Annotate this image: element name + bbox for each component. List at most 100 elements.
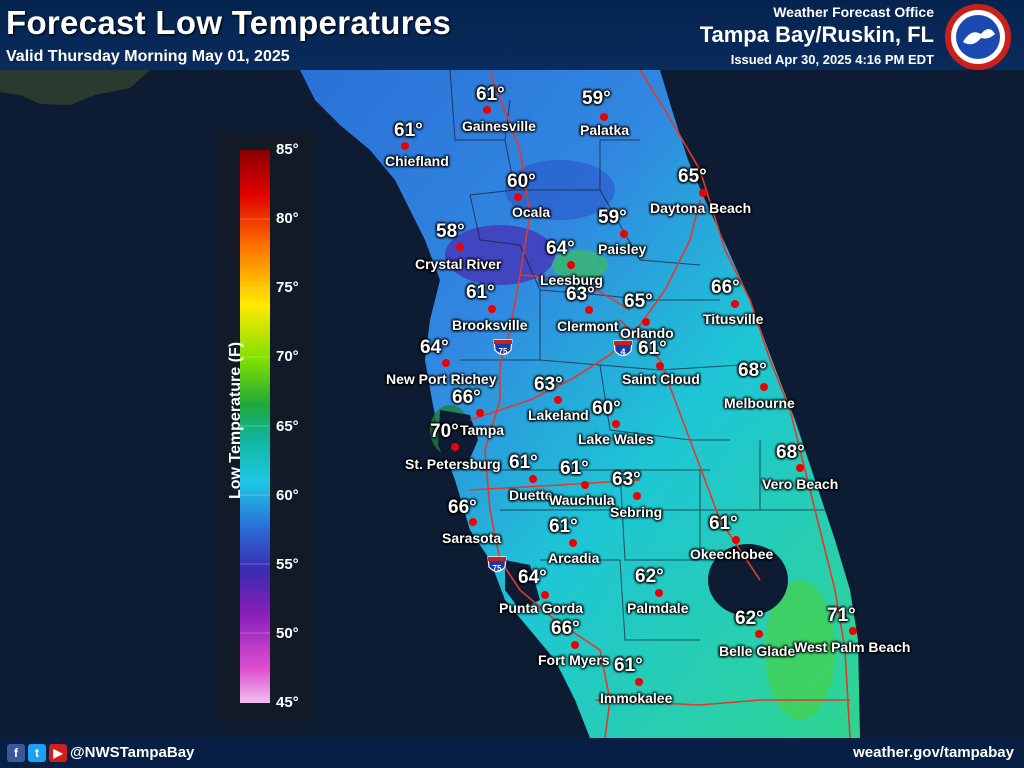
interstate-75-south-shield: 75: [487, 556, 507, 573]
legend-tick-label: 65°: [276, 417, 299, 435]
legend-tick-label: 85°: [276, 141, 299, 158]
temp-label-wauchula: 61°: [560, 458, 589, 479]
interstate-4-shield: 4: [613, 340, 633, 357]
temp-label-sebring: 63°: [612, 469, 641, 490]
temp-label-titusville: 66°: [711, 277, 740, 298]
city-marker-palatka[interactable]: [600, 113, 608, 121]
city-name-punta-gorda: Punta Gorda: [499, 600, 584, 616]
temp-label-fort-myers: 66°: [551, 618, 580, 639]
city-marker-tampa[interactable]: [476, 409, 484, 417]
city-marker-vero-beach[interactable]: [796, 464, 804, 472]
city-marker-titusville[interactable]: [731, 300, 739, 308]
region-label: Tampa Bay/Ruskin, FL: [699, 22, 934, 47]
svg-text:4: 4: [620, 347, 625, 357]
city-name-clermont: Clermont: [557, 318, 619, 334]
legend-title: Low Temperature (F): [227, 341, 244, 499]
youtube-icon[interactable]: ▶: [49, 744, 67, 762]
city-marker-immokalee[interactable]: [635, 678, 643, 686]
city-marker-fort-myers[interactable]: [571, 641, 579, 649]
city-marker-chiefland[interactable]: [401, 142, 409, 150]
temp-label-palatka: 59°: [582, 88, 611, 109]
city-marker-sarasota[interactable]: [469, 518, 477, 526]
temp-label-lakeland: 63°: [534, 374, 563, 395]
city-marker-sebring[interactable]: [633, 492, 641, 500]
city-marker-paisley[interactable]: [620, 230, 628, 238]
city-marker-ocala[interactable]: [514, 193, 522, 201]
temp-label-tampa: 66°: [452, 387, 481, 408]
city-marker-clermont[interactable]: [585, 306, 593, 314]
city-marker-lakeland[interactable]: [554, 396, 562, 404]
temp-label-vero-beach: 68°: [776, 442, 805, 463]
city-marker-melbourne[interactable]: [760, 383, 768, 391]
city-marker-orlando[interactable]: [642, 318, 650, 326]
temp-label-west-palm-beach: 71°: [827, 605, 856, 626]
svg-text:75: 75: [493, 564, 502, 573]
city-name-sebring: Sebring: [610, 504, 663, 520]
city-name-arcadia: Arcadia: [548, 550, 600, 566]
temp-label-crystal-river: 58°: [436, 221, 465, 242]
twitter-icon[interactable]: t: [28, 744, 46, 762]
social-handle[interactable]: @NWSTampaBay: [70, 744, 195, 761]
lake-okeechobee: [708, 544, 788, 616]
city-marker-crystal-river[interactable]: [456, 243, 464, 251]
temp-label-okeechobee: 61°: [709, 513, 738, 534]
city-marker-arcadia[interactable]: [569, 539, 577, 547]
legend-tick-label: 70°: [276, 348, 299, 366]
header-bar: [0, 0, 1024, 70]
temp-label-palmdale: 62°: [635, 566, 664, 587]
temp-label-lake-wales: 60°: [592, 398, 621, 419]
city-marker-brooksville[interactable]: [488, 305, 496, 313]
city-marker-saint-cloud[interactable]: [656, 362, 664, 370]
city-marker-leesburg[interactable]: [567, 261, 575, 269]
temp-label-paisley: 59°: [598, 207, 627, 228]
facebook-icon[interactable]: f: [7, 744, 25, 762]
city-marker-lake-wales[interactable]: [612, 420, 620, 428]
city-marker-daytona-beach[interactable]: [699, 189, 707, 197]
legend-tick-label: 80°: [276, 210, 299, 228]
city-marker-palmdale[interactable]: [655, 589, 663, 597]
city-name-immokalee: Immokalee: [600, 690, 673, 706]
temp-label-punta-gorda: 64°: [518, 567, 547, 588]
city-marker-punta-gorda[interactable]: [541, 591, 549, 599]
temp-label-leesburg: 64°: [546, 238, 575, 259]
city-name-west-palm-beach: West Palm Beach: [794, 639, 911, 655]
city-marker-okeechobee[interactable]: [732, 536, 740, 544]
temp-label-daytona-beach: 65°: [678, 166, 707, 187]
panhandle-land: [0, 70, 150, 105]
footer-bar: [0, 738, 1024, 768]
city-marker-new-port-richey[interactable]: [442, 359, 450, 367]
city-name-st-petersburg: St. Petersburg: [405, 456, 501, 472]
city-name-lakeland: Lakeland: [528, 407, 589, 423]
city-name-paisley: Paisley: [598, 241, 647, 257]
city-name-leesburg: Leesburg: [540, 272, 604, 288]
temp-label-duette: 61°: [509, 452, 538, 473]
legend-color-scale: [240, 150, 270, 703]
city-name-melbourne: Melbourne: [724, 395, 795, 411]
city-marker-west-palm-beach[interactable]: [849, 627, 857, 635]
legend-tick-label: 55°: [276, 555, 299, 573]
temp-label-chiefland: 61°: [394, 120, 423, 141]
svg-text:75: 75: [499, 347, 508, 356]
city-name-vero-beach: Vero Beach: [762, 476, 839, 492]
city-name-duette: Duette: [509, 487, 553, 503]
temp-label-immokalee: 61°: [614, 655, 643, 676]
city-marker-belle-glade[interactable]: [755, 630, 763, 638]
temp-label-saint-cloud: 61°: [638, 338, 667, 359]
city-name-ocala: Ocala: [512, 204, 551, 220]
city-marker-gainesville[interactable]: [483, 106, 491, 114]
city-name-titusville: Titusville: [703, 311, 764, 327]
city-marker-st-petersburg[interactable]: [451, 443, 459, 451]
nws-logo-icon[interactable]: [945, 4, 1011, 70]
city-name-belle-glade: Belle Glade: [719, 643, 796, 659]
temp-label-gainesville: 61°: [476, 84, 505, 105]
city-name-saint-cloud: Saint Cloud: [622, 371, 700, 387]
city-marker-duette[interactable]: [529, 475, 537, 483]
city-marker-wauchula[interactable]: [581, 481, 589, 489]
legend-tick-label: 75°: [276, 279, 299, 297]
legend-tick-label: 60°: [276, 486, 299, 504]
temp-label-belle-glade: 62°: [735, 608, 764, 629]
temp-label-st-petersburg: 70°: [430, 421, 459, 442]
website-link[interactable]: weather.gov/tampabay: [853, 744, 1014, 761]
temp-label-arcadia: 61°: [549, 516, 578, 537]
